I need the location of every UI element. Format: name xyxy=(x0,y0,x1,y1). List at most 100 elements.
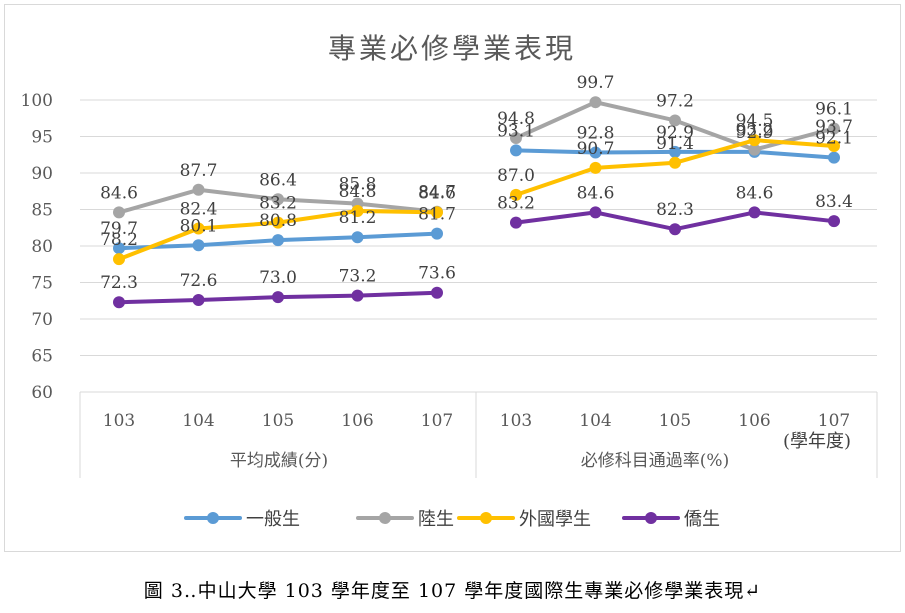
data-label: 72.3 xyxy=(100,273,138,293)
data-point xyxy=(272,193,284,206)
data-point xyxy=(589,96,602,109)
data-label: 96.1 xyxy=(815,99,853,119)
legend-marker xyxy=(645,512,657,524)
x-tick-label: 107 xyxy=(818,411,850,431)
data-point xyxy=(748,143,761,156)
data-label: 81.7 xyxy=(418,205,456,225)
y-tick-label: 80 xyxy=(31,237,53,257)
data-point xyxy=(113,253,125,266)
data-point xyxy=(192,294,205,307)
data-label: 92.8 xyxy=(577,124,615,144)
data-label: 73.0 xyxy=(259,268,297,288)
data-label: 84.6 xyxy=(100,183,138,203)
data-point xyxy=(272,216,284,229)
legend-label: 外國學生 xyxy=(519,509,591,530)
data-point xyxy=(113,206,125,219)
data-label: 83.4 xyxy=(815,192,853,212)
data-label: 82.3 xyxy=(656,200,694,220)
data-label: 86.4 xyxy=(259,170,297,190)
data-label: 90.7 xyxy=(577,139,615,159)
y-tick-label: 90 xyxy=(31,164,53,184)
group-label: 平均成績(分) xyxy=(230,451,328,471)
data-point xyxy=(748,134,761,147)
data-point xyxy=(510,216,522,229)
data-label: 84.6 xyxy=(418,183,456,203)
data-point xyxy=(351,289,364,302)
data-point xyxy=(828,122,840,135)
x-tick-label: 105 xyxy=(262,411,294,431)
legend-marker xyxy=(207,512,219,524)
data-point xyxy=(589,161,602,174)
data-point xyxy=(510,188,522,201)
line-chart: 專業必修學業表現 60 65 70 75 80 85 90 95 100 103 104 105 106 1… xyxy=(21,32,878,530)
data-point xyxy=(669,114,681,127)
data-point xyxy=(351,231,364,244)
data-label: 83.2 xyxy=(259,194,297,214)
group-label: 必修科目通過率(%) xyxy=(581,451,729,471)
data-point xyxy=(272,291,284,304)
data-label: 80.8 xyxy=(259,211,297,231)
data-point xyxy=(748,206,761,219)
data-point xyxy=(431,227,443,240)
data-point xyxy=(113,242,125,255)
data-point xyxy=(272,234,284,247)
x-tick-label: 106 xyxy=(738,411,770,431)
x-tick-label: 105 xyxy=(659,411,691,431)
data-point xyxy=(431,286,443,299)
data-point xyxy=(669,156,681,169)
data-label: 78.2 xyxy=(100,230,138,250)
data-point xyxy=(192,239,205,252)
x-unit-label: (學年度) xyxy=(783,431,851,452)
data-label: 87.0 xyxy=(497,166,535,186)
x-tick-label: 104 xyxy=(579,411,611,431)
data-label: 73.6 xyxy=(418,264,456,284)
data-point xyxy=(351,204,364,217)
data-label: 84.7 xyxy=(418,183,456,203)
data-label: 97.2 xyxy=(656,91,694,111)
x-tick-label: 107 xyxy=(421,411,453,431)
data-point xyxy=(510,144,522,157)
data-label: 81.2 xyxy=(339,208,377,228)
data-point xyxy=(192,222,205,235)
data-label: 87.7 xyxy=(180,161,218,181)
data-label: 93.1 xyxy=(497,121,535,141)
y-tick-label: 65 xyxy=(31,347,53,367)
data-label: 73.2 xyxy=(339,267,377,287)
data-point xyxy=(669,223,681,236)
y-tick-label: 85 xyxy=(31,201,53,221)
y-tick-label: 95 xyxy=(31,128,53,148)
legend-label: 一般生 xyxy=(246,509,300,530)
x-tick-label: 103 xyxy=(103,411,135,431)
figure-caption: 圖 3‥中山大學 103 學年度至 107 學年度國際生專業必修學業表現↵ xyxy=(143,580,762,602)
y-tick-label: 60 xyxy=(31,383,53,403)
data-point xyxy=(828,215,840,228)
y-tick-label: 100 xyxy=(21,91,53,111)
data-point xyxy=(589,146,602,159)
legend-marker xyxy=(379,512,391,524)
data-label: 84.8 xyxy=(339,182,377,202)
data-label: 93.2 xyxy=(736,121,774,141)
legend-marker xyxy=(480,512,492,524)
data-point xyxy=(589,206,602,219)
legend-label: 僑生 xyxy=(684,509,720,530)
data-label: 84.6 xyxy=(577,183,615,203)
data-label: 91.4 xyxy=(656,134,694,154)
data-label: 94.5 xyxy=(736,111,774,131)
data-point xyxy=(431,206,443,219)
chart-frame xyxy=(4,4,901,552)
data-label: 84.6 xyxy=(736,183,774,203)
data-label: 92.9 xyxy=(656,123,694,143)
data-label: 72.6 xyxy=(180,271,218,291)
data-point xyxy=(828,151,840,164)
x-tick-label: 106 xyxy=(341,411,373,431)
data-label: 92.9 xyxy=(736,123,774,143)
y-tick-label: 75 xyxy=(31,274,53,294)
data-label: 79.7 xyxy=(100,219,138,239)
data-label: 83.2 xyxy=(497,194,535,214)
legend-label: 陸生 xyxy=(418,509,454,530)
data-label: 80.1 xyxy=(180,216,218,236)
x-tick-label: 103 xyxy=(500,411,532,431)
chart-title: 專業必修學業表現 xyxy=(328,32,576,65)
data-point xyxy=(113,296,125,309)
data-point xyxy=(828,139,840,152)
